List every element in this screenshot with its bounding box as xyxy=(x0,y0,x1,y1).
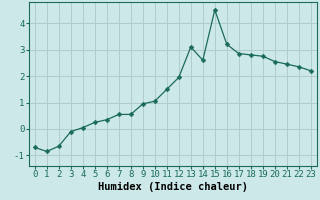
X-axis label: Humidex (Indice chaleur): Humidex (Indice chaleur) xyxy=(98,182,248,192)
